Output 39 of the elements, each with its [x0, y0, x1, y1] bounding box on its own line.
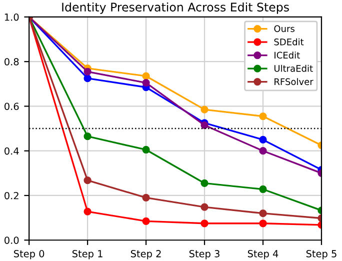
x-tick-label: Step 4	[248, 250, 278, 260]
point	[84, 176, 92, 184]
point	[84, 132, 92, 140]
point	[259, 220, 267, 228]
point	[259, 136, 267, 144]
point	[200, 106, 208, 114]
point	[259, 210, 267, 218]
x-tick-label: Step 2	[130, 250, 161, 260]
x-tick-label: Step 5	[306, 250, 336, 260]
y-tick-label: 1.0	[4, 13, 19, 21]
legend-label: UltraEdit	[274, 64, 313, 72]
y-tick-label: 0.8	[4, 58, 19, 66]
point	[200, 203, 208, 211]
x-tick-label: Step 0	[14, 250, 44, 260]
point	[200, 220, 208, 228]
chart-title: Identity Preservation Across Edit Steps	[62, 2, 289, 14]
point	[84, 208, 92, 216]
point	[142, 217, 150, 225]
point	[200, 179, 208, 188]
point	[259, 112, 267, 120]
point	[84, 68, 92, 76]
point	[200, 121, 208, 130]
legend-label: RFSolver	[274, 78, 314, 86]
point	[259, 185, 267, 194]
y-tick-label: 0.0	[4, 236, 19, 244]
y-tick-label: 0.6	[4, 102, 19, 110]
point	[259, 147, 267, 155]
y-tick-label: 0.2	[4, 192, 18, 200]
point	[84, 74, 92, 82]
legend-label: SDEdit	[274, 38, 304, 46]
point	[142, 72, 150, 80]
y-tick-label: 0.4	[4, 147, 19, 155]
x-tick-label: Step 1	[72, 250, 102, 260]
point	[142, 146, 150, 154]
legend-label: Ours	[274, 25, 294, 32]
legend-label: ICEdit	[274, 52, 300, 59]
point	[142, 194, 150, 202]
point	[142, 78, 150, 87]
x-tick-label: Step 3	[189, 250, 220, 260]
